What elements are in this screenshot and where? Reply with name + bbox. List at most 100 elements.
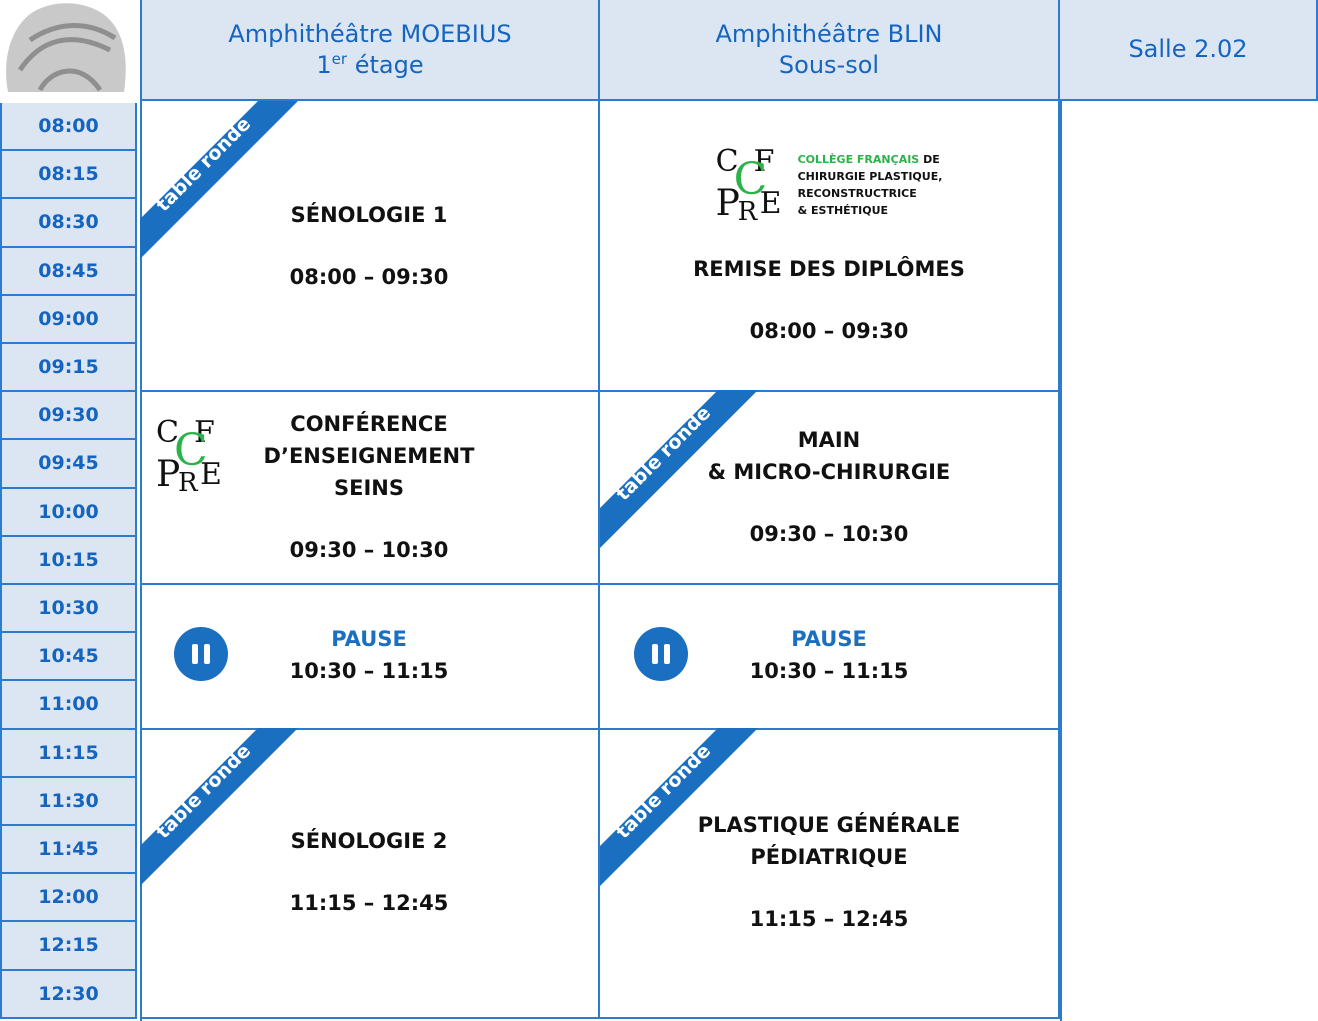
ribbon-label: table ronde bbox=[152, 113, 255, 216]
pause-label: PAUSE bbox=[791, 627, 867, 651]
time-cell: 11:15 bbox=[0, 729, 137, 778]
room-floor: 1er étage bbox=[316, 50, 423, 81]
logo-letter: C bbox=[156, 415, 179, 451]
session-content: MAIN & MICRO-CHIRURGIE 09:30 – 10:30 bbox=[600, 390, 1058, 583]
session-title: SÉNOLOGIE 1 bbox=[290, 202, 448, 227]
table-ronde-ribbon: table ronde bbox=[140, 101, 298, 259]
time-cell: 10:00 bbox=[0, 488, 137, 537]
logo-letter: C bbox=[715, 143, 739, 179]
session-title: & MICRO-CHIRURGIE bbox=[707, 459, 951, 484]
college-logo: C F C P R E COLLÈGE FRANÇAIS DE CHIRURGIE PLAST… bbox=[715, 143, 943, 227]
session-cell: SÉNOLOGIE 2 11:15 – 12:45 table ronde bbox=[140, 727, 600, 1019]
session-cell: PAUSE 10:30 – 11:15 bbox=[600, 583, 1060, 730]
time-cell: 11:00 bbox=[0, 681, 137, 730]
logo-letter: C bbox=[733, 153, 768, 205]
logo-letter: P bbox=[715, 182, 740, 224]
session-content: PAUSE 10:30 – 11:15 bbox=[600, 583, 1058, 728]
time-cell: 12:30 bbox=[0, 970, 137, 1019]
session-cell: PAUSE 10:30 – 11:15 bbox=[140, 583, 600, 730]
floor-label: Sous-sol bbox=[778, 50, 880, 79]
table-ronde-ribbon: table ronde bbox=[600, 727, 758, 886]
session-time: 10:30 – 11:15 bbox=[749, 659, 909, 683]
session-title: D’ENSEIGNEMENT bbox=[263, 443, 475, 468]
logo-letter: F bbox=[194, 415, 215, 451]
time-cell: 09:30 bbox=[0, 392, 137, 441]
floor-space bbox=[347, 51, 355, 79]
session-cell: C F C P R E COLLÈGE FRANÇAIS DE CHIRURGIE PLAST… bbox=[600, 101, 1060, 393]
time-cell: 10:15 bbox=[0, 536, 137, 585]
empty-column bbox=[1060, 101, 1062, 1021]
session-time: 08:00 – 09:30 bbox=[749, 318, 909, 343]
session-content: SÉNOLOGIE 1 08:00 – 09:30 bbox=[140, 101, 598, 390]
college-rest: DE bbox=[923, 152, 940, 166]
floor-suffix: er bbox=[331, 49, 348, 68]
time-cell: 08:15 bbox=[0, 151, 137, 200]
session-cell: MAIN & MICRO-CHIRURGIE 09:30 – 10:30 table … bbox=[600, 390, 1060, 585]
session-time: 09:30 – 10:30 bbox=[749, 521, 909, 546]
time-cell: 09:45 bbox=[0, 440, 137, 489]
session-title: SEINS bbox=[334, 475, 404, 500]
session-content: PAUSE 10:30 – 11:15 bbox=[140, 583, 598, 728]
table-ronde-ribbon: table ronde bbox=[140, 727, 298, 886]
time-cell: 08:45 bbox=[0, 247, 137, 296]
ribbon-band bbox=[600, 727, 758, 886]
pause-circle bbox=[174, 627, 228, 681]
session-title: PLASTIQUE GÉNÉRALE bbox=[697, 813, 961, 838]
college-highlight: COLLÈGE FRANÇAIS bbox=[797, 152, 920, 166]
college-line: CHIRURGIE PLASTIQUE, bbox=[797, 169, 943, 183]
room-header: Salle 2.02 bbox=[1060, 0, 1318, 101]
college-line: RECONSTRUCTRICE bbox=[797, 186, 917, 200]
time-cell: 12:15 bbox=[0, 922, 137, 971]
corner-statue bbox=[6, 3, 126, 92]
ribbon-band bbox=[140, 101, 298, 259]
session-title: MAIN bbox=[797, 427, 861, 452]
time-cell: 08:00 bbox=[0, 103, 137, 152]
logo-letter: E bbox=[759, 185, 782, 221]
session-cell: CONFÉRENCE D’ENSEIGNEMENT SEINS 09:30 – 10:… bbox=[140, 390, 600, 585]
session-time: 08:00 – 09:30 bbox=[289, 264, 449, 289]
logo-letter: E bbox=[200, 457, 222, 493]
logo-letter: P bbox=[156, 454, 181, 496]
time-cell: 10:45 bbox=[0, 633, 137, 682]
session-title: SÉNOLOGIE 2 bbox=[290, 829, 448, 854]
session-content: C F C P R E COLLÈGE FRANÇAIS DE CHIRURGIE PLAST… bbox=[600, 101, 1058, 390]
session-title: CONFÉRENCE bbox=[290, 411, 448, 436]
session-content: SÉNOLOGIE 2 11:15 – 12:45 bbox=[140, 728, 598, 1017]
room-header: Amphithéâtre BLIN Sous-sol bbox=[600, 0, 1060, 101]
table-ronde-ribbon: table ronde bbox=[600, 390, 758, 549]
college-line: & ESTHÉTIQUE bbox=[797, 203, 889, 217]
pause-bar bbox=[664, 644, 670, 664]
logo-letter: C bbox=[174, 425, 208, 477]
room-name: Salle 2.02 bbox=[1128, 35, 1248, 63]
floor-label: étage bbox=[354, 50, 424, 79]
pause-label: PAUSE bbox=[331, 627, 407, 651]
time-cell: 09:15 bbox=[0, 344, 137, 393]
time-cell: 09:00 bbox=[0, 295, 137, 344]
college-line: COLLÈGE FRANÇAIS DE bbox=[798, 151, 943, 168]
college-name: COLLÈGE FRANÇAIS DE CHIRURGIE PLASTIQUE, R… bbox=[798, 151, 943, 219]
column-border bbox=[140, 101, 142, 1021]
room-header: Amphithéâtre MOEBIUS 1er étage bbox=[140, 0, 600, 101]
pause-icon bbox=[634, 627, 688, 681]
pause-bar bbox=[652, 644, 658, 664]
session-cell: PLASTIQUE GÉNÉRALE PÉDIATRIQUE 11:15 – 12:… bbox=[600, 727, 1060, 1019]
pause-bar bbox=[192, 644, 198, 664]
room-name: Amphithéâtre MOEBIUS bbox=[228, 19, 512, 48]
ribbon-band bbox=[600, 390, 758, 549]
pause-bar bbox=[204, 644, 210, 664]
logo-letter: F bbox=[753, 143, 775, 179]
ribbon-label: table ronde bbox=[612, 402, 715, 505]
session-time: 10:30 – 11:15 bbox=[289, 659, 449, 683]
session-content: PLASTIQUE GÉNÉRALE PÉDIATRIQUE 11:15 – 12:… bbox=[600, 728, 1058, 1017]
room-name: Amphithéâtre BLIN bbox=[715, 19, 943, 48]
session-time: 09:30 – 10:30 bbox=[289, 537, 449, 562]
time-cell: 12:00 bbox=[0, 874, 137, 923]
floor-number: 1 bbox=[316, 50, 332, 79]
session-title: REMISE DES DIPLÔMES bbox=[693, 256, 965, 281]
session-content: CONFÉRENCE D’ENSEIGNEMENT SEINS 09:30 – 10:… bbox=[140, 390, 598, 583]
session-cell: SÉNOLOGIE 1 08:00 – 09:30 table ronde bbox=[140, 101, 600, 393]
time-cell: 11:30 bbox=[0, 777, 137, 826]
